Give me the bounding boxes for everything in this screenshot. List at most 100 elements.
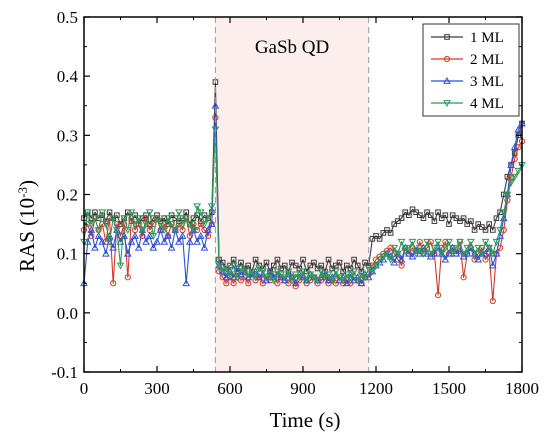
data-point bbox=[417, 212, 423, 219]
data-point bbox=[358, 268, 365, 275]
data-point bbox=[186, 221, 194, 229]
legend-label: 4 ML bbox=[470, 96, 504, 112]
data-point bbox=[194, 212, 200, 219]
x-tick-label: 1800 bbox=[505, 379, 539, 398]
data-point bbox=[456, 246, 464, 254]
data-point bbox=[226, 271, 234, 279]
data-point bbox=[449, 212, 456, 219]
legend: 1 ML 2 ML 3 ML 4 ML bbox=[422, 23, 520, 117]
data-point bbox=[215, 262, 223, 270]
data-point bbox=[164, 215, 172, 223]
data-point bbox=[321, 274, 329, 282]
data-point bbox=[116, 262, 125, 270]
y-axis-title-tail: ) bbox=[15, 180, 39, 187]
data-point bbox=[470, 250, 479, 258]
y-tick-label: 0.3 bbox=[57, 126, 78, 145]
data-point bbox=[398, 215, 405, 221]
data-point bbox=[274, 280, 281, 287]
data-point bbox=[499, 209, 508, 217]
data-point bbox=[482, 256, 489, 263]
data-point bbox=[218, 268, 227, 276]
data-point bbox=[196, 209, 205, 217]
data-point bbox=[222, 265, 231, 273]
data-point bbox=[284, 268, 293, 276]
data-point bbox=[83, 209, 92, 217]
legend-box bbox=[422, 23, 520, 117]
data-point bbox=[395, 218, 401, 224]
y-tick-label: 0.5 bbox=[57, 8, 78, 27]
data-point bbox=[317, 268, 326, 276]
legend-marker bbox=[443, 100, 451, 108]
data-point bbox=[299, 268, 307, 276]
data-point bbox=[233, 274, 242, 282]
data-point bbox=[369, 236, 376, 242]
data-point bbox=[318, 262, 325, 269]
data-point bbox=[350, 268, 358, 276]
data-point bbox=[278, 265, 284, 272]
x-tick-label: 600 bbox=[217, 379, 243, 398]
data-point bbox=[164, 231, 172, 239]
data-point bbox=[291, 279, 300, 287]
data-point bbox=[269, 277, 278, 285]
data-point bbox=[488, 261, 497, 269]
data-point bbox=[87, 221, 96, 229]
data-point bbox=[452, 244, 461, 252]
data-point bbox=[222, 273, 231, 281]
data-point bbox=[409, 206, 416, 213]
data-point bbox=[285, 280, 292, 287]
data-point bbox=[204, 215, 212, 223]
data-point bbox=[342, 279, 351, 287]
data-point bbox=[229, 262, 238, 270]
data-point bbox=[266, 267, 274, 275]
data-point bbox=[361, 274, 369, 282]
gasb-qd-region bbox=[215, 17, 369, 372]
x-tick-label: 900 bbox=[290, 379, 316, 398]
data-point bbox=[207, 203, 216, 211]
data-point bbox=[94, 231, 103, 239]
data-point bbox=[376, 236, 383, 242]
data-point bbox=[405, 244, 413, 252]
data-point bbox=[398, 262, 405, 269]
data-point bbox=[467, 238, 475, 246]
data-point bbox=[288, 277, 296, 285]
data-point bbox=[486, 221, 492, 227]
data-point bbox=[123, 227, 132, 235]
data-point bbox=[390, 244, 399, 252]
data-point bbox=[168, 212, 175, 219]
data-point bbox=[149, 233, 158, 240]
legend-marker bbox=[444, 34, 450, 40]
data-point bbox=[379, 253, 388, 261]
data-point bbox=[263, 259, 270, 266]
data-point bbox=[300, 256, 306, 263]
data-point bbox=[256, 262, 262, 269]
data-point bbox=[120, 215, 128, 223]
data-point bbox=[145, 209, 154, 217]
data-point bbox=[153, 237, 161, 245]
data-point bbox=[200, 243, 209, 251]
data-point bbox=[98, 237, 107, 245]
data-point bbox=[339, 277, 347, 285]
data-point bbox=[471, 227, 478, 233]
data-point bbox=[375, 256, 384, 264]
data-point bbox=[175, 237, 183, 245]
legend-label: 1 ML bbox=[470, 30, 504, 46]
data-point bbox=[489, 297, 496, 305]
data-point bbox=[464, 221, 471, 227]
data-point bbox=[344, 262, 350, 269]
data-point bbox=[354, 262, 361, 269]
ticks-layer: 0 300 600 900 1200 1500 1800 -0.1 0.0 0.1 0.2 0.3 0.… bbox=[51, 8, 539, 398]
data-point bbox=[193, 237, 201, 245]
data-point bbox=[131, 221, 139, 229]
data-point bbox=[219, 259, 226, 266]
data-point bbox=[127, 237, 136, 245]
data-point bbox=[182, 215, 191, 223]
data-point bbox=[123, 249, 132, 257]
data-point bbox=[324, 271, 333, 279]
data-point bbox=[94, 227, 103, 235]
series-layer bbox=[80, 79, 526, 305]
data-point bbox=[252, 256, 259, 263]
data-point bbox=[124, 274, 131, 281]
data-point bbox=[289, 259, 295, 266]
data-point bbox=[333, 262, 339, 269]
data-point bbox=[280, 274, 289, 282]
